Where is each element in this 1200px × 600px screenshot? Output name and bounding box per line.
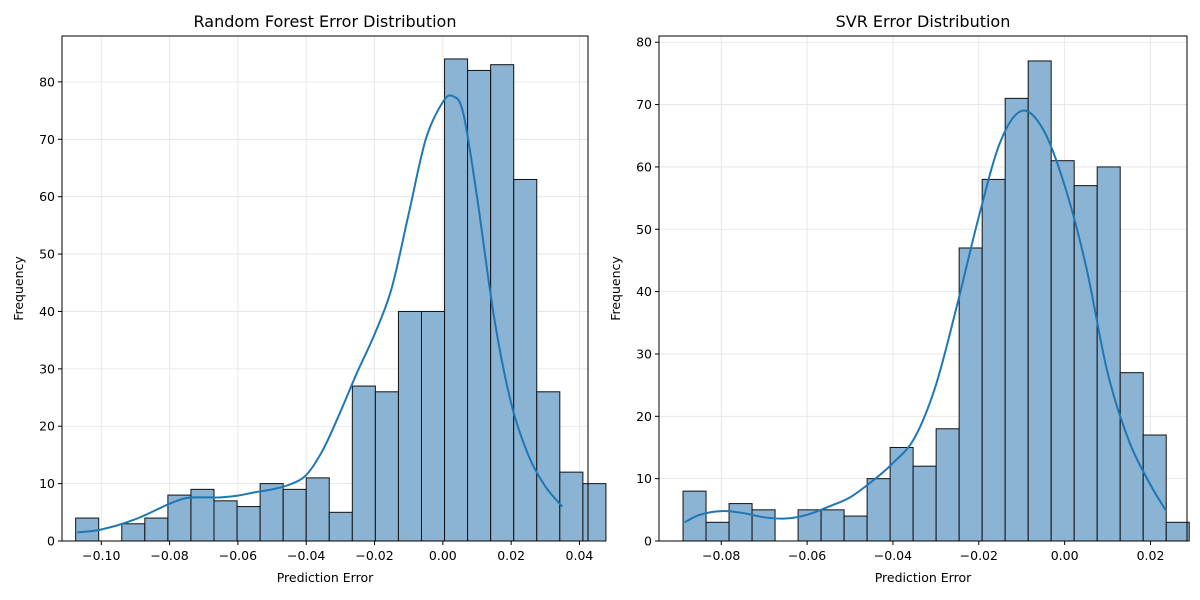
rf-y-axis-label: Frequency [11, 256, 26, 321]
svr-y-tick-label: 20 [636, 409, 652, 424]
svr-x-tick-label: 0.00 [1051, 548, 1079, 563]
svr-histogram-bar [1119, 372, 1144, 542]
rf-x-tick-label: −0.10 [82, 548, 120, 563]
rf-y-tick-label: 70 [39, 132, 55, 147]
svr-x-tick-label: −0.04 [874, 548, 912, 563]
rf-x-tick-label: −0.02 [355, 548, 393, 563]
svr-histogram-bar [935, 428, 960, 542]
svr-kde-line [684, 109, 1167, 524]
rf-axes-frame [61, 35, 589, 542]
svr-histogram-bar [705, 521, 730, 542]
rf-histogram-bar [559, 471, 584, 542]
svr-y-tick-label: 80 [636, 35, 652, 50]
rf-histogram-bar [582, 483, 607, 542]
rf-histogram-bar [213, 500, 238, 542]
rf-y-tick-label: 0 [47, 534, 55, 549]
random-forest-histogram: −0.10 −0.08 −0.06 −0.04 −0.02 0.00 0.02 0.04 0 10… [11, 12, 607, 585]
svr-histogram-bar [1073, 185, 1098, 542]
svr-histogram-bar [866, 478, 891, 542]
svr-y-tick-label: 60 [636, 159, 652, 174]
rf-histogram-bar [236, 506, 261, 542]
svr-x-tick-label: 0.02 [1137, 548, 1165, 563]
svr-histogram-bar [1050, 160, 1075, 542]
rf-y-tick-label: 50 [39, 247, 55, 262]
svr-histogram-bar [912, 465, 937, 542]
rf-ticks: −0.10 −0.08 −0.06 −0.04 −0.02 0.00 0.02 0.04 0 10… [39, 74, 593, 563]
svr-axes-frame [658, 35, 1188, 542]
svr-chart-title: SVR Error Distribution [836, 12, 1011, 31]
svr-y-tick-label: 40 [636, 284, 652, 299]
svr-histogram: −0.08 −0.06 −0.04 −0.02 0.00 0.02 0 10 20 30 40 50 6… [608, 12, 1190, 585]
svr-histogram-bar [1165, 521, 1190, 542]
rf-x-tick-label: −0.04 [287, 548, 325, 563]
rf-histogram-bar [513, 178, 538, 542]
rf-bars [75, 58, 607, 542]
svr-y-tick-label: 70 [636, 97, 652, 112]
rf-histogram-bar [328, 511, 353, 542]
svr-x-tick-label: −0.06 [788, 548, 826, 563]
rf-kde-line [77, 94, 564, 534]
rf-y-tick-label: 60 [39, 189, 55, 204]
rf-histogram-bar [444, 58, 469, 542]
rf-y-tick-label: 30 [39, 361, 55, 376]
svr-histogram-bar [1027, 60, 1052, 542]
svr-x-tick-label: −0.02 [960, 548, 998, 563]
rf-x-tick-label: 0.02 [497, 548, 525, 563]
svr-x-axis-label: Prediction Error [875, 570, 972, 585]
svr-bars [682, 60, 1190, 542]
rf-histogram-bar [144, 517, 169, 542]
rf-histogram-bar [490, 64, 515, 542]
svr-histogram-bar [751, 509, 776, 542]
rf-y-tick-label: 80 [39, 74, 55, 89]
rf-chart-title: Random Forest Error Distribution [194, 12, 457, 31]
svr-histogram-bar [958, 247, 983, 542]
rf-histogram-bar [282, 488, 307, 542]
svr-x-tick-label: −0.08 [702, 548, 740, 563]
svr-y-tick-label: 30 [636, 346, 652, 361]
rf-histogram-bar [536, 391, 561, 542]
svr-ticks: −0.08 −0.06 −0.04 −0.02 0.00 0.02 0 10 20 30 40 50 6… [636, 35, 1164, 563]
svr-histogram-bar [1142, 434, 1167, 542]
svr-histogram-bar [1096, 166, 1121, 542]
rf-histogram-bar [374, 391, 399, 542]
svr-y-tick-label: 0 [644, 534, 652, 549]
svr-y-tick-label: 50 [636, 222, 652, 237]
rf-y-tick-label: 40 [39, 304, 55, 319]
rf-histogram-bar [420, 310, 446, 542]
rf-x-tick-label: 0.04 [566, 548, 594, 563]
rf-x-axis-label: Prediction Error [277, 570, 374, 585]
rf-x-tick-label: −0.06 [219, 548, 257, 563]
rf-histogram-bar [121, 523, 146, 542]
rf-y-tick-label: 20 [39, 419, 55, 434]
rf-x-tick-label: −0.08 [150, 548, 188, 563]
rf-y-tick-label: 10 [39, 476, 55, 491]
rf-histogram-bar [75, 517, 100, 542]
svr-histogram-bar [981, 178, 1006, 542]
rf-histogram-bar [467, 69, 492, 542]
rf-histogram-bar [351, 385, 376, 542]
svr-histogram-bar [843, 515, 868, 542]
rf-x-tick-label: 0.00 [429, 548, 457, 563]
svr-histogram-bar [820, 509, 845, 542]
svr-y-axis-label: Frequency [608, 256, 623, 321]
rf-histogram-bar [305, 477, 330, 542]
rf-histogram-bar [397, 310, 422, 542]
rf-histogram-bar [259, 483, 284, 542]
svr-histogram-bar [1004, 97, 1029, 542]
svr-histogram-bar [728, 503, 753, 542]
svr-y-tick-label: 10 [636, 471, 652, 486]
